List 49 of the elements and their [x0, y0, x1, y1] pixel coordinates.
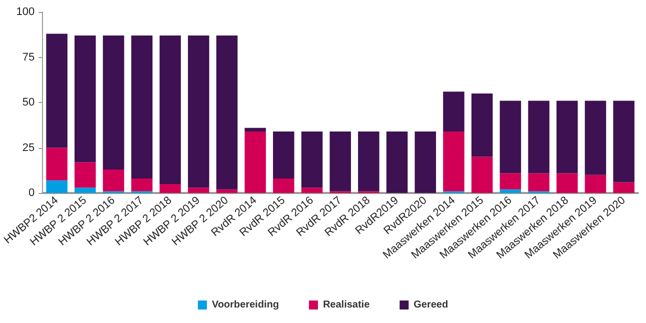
legend-label: Realisatie	[322, 300, 370, 310]
bar	[443, 131, 464, 192]
bar	[414, 131, 436, 193]
bar	[528, 173, 550, 192]
bar	[102, 36, 124, 170]
bar	[46, 34, 68, 148]
bar	[443, 92, 464, 132]
bar	[244, 131, 266, 193]
bar	[74, 162, 96, 188]
legend-label: Voorbereiding	[212, 300, 279, 310]
bar	[358, 131, 380, 192]
bar	[471, 156, 493, 193]
bar	[188, 36, 210, 188]
bar	[613, 182, 634, 193]
bar	[46, 148, 68, 180]
bar	[74, 188, 96, 193]
bar	[584, 100, 606, 175]
bar	[74, 36, 96, 162]
bar	[131, 178, 153, 192]
y-tick-label: 50	[22, 96, 35, 108]
bar	[500, 100, 522, 174]
bar	[500, 189, 522, 193]
bar	[216, 189, 238, 193]
bar	[500, 173, 522, 190]
bar	[584, 174, 606, 193]
bar	[272, 131, 294, 179]
bar	[528, 100, 550, 174]
y-tick-label: 0	[28, 187, 35, 199]
bar	[46, 180, 68, 193]
bar	[160, 36, 181, 184]
bar	[556, 100, 578, 174]
y-tick-label: 100	[16, 6, 35, 18]
bar	[471, 93, 493, 157]
bar	[386, 131, 408, 193]
bar	[272, 178, 294, 193]
bar	[301, 131, 323, 188]
bar	[556, 173, 578, 193]
bar	[160, 184, 181, 193]
bar	[131, 36, 153, 179]
bar	[301, 188, 323, 193]
bar	[216, 36, 238, 190]
bar	[613, 100, 634, 182]
bar	[244, 128, 266, 132]
bar	[188, 188, 210, 193]
y-tick-label: 25	[22, 142, 35, 154]
bar	[330, 131, 351, 192]
bar	[102, 169, 124, 192]
y-tick-label: 75	[22, 51, 35, 64]
legend-label: Gereed	[414, 300, 448, 310]
